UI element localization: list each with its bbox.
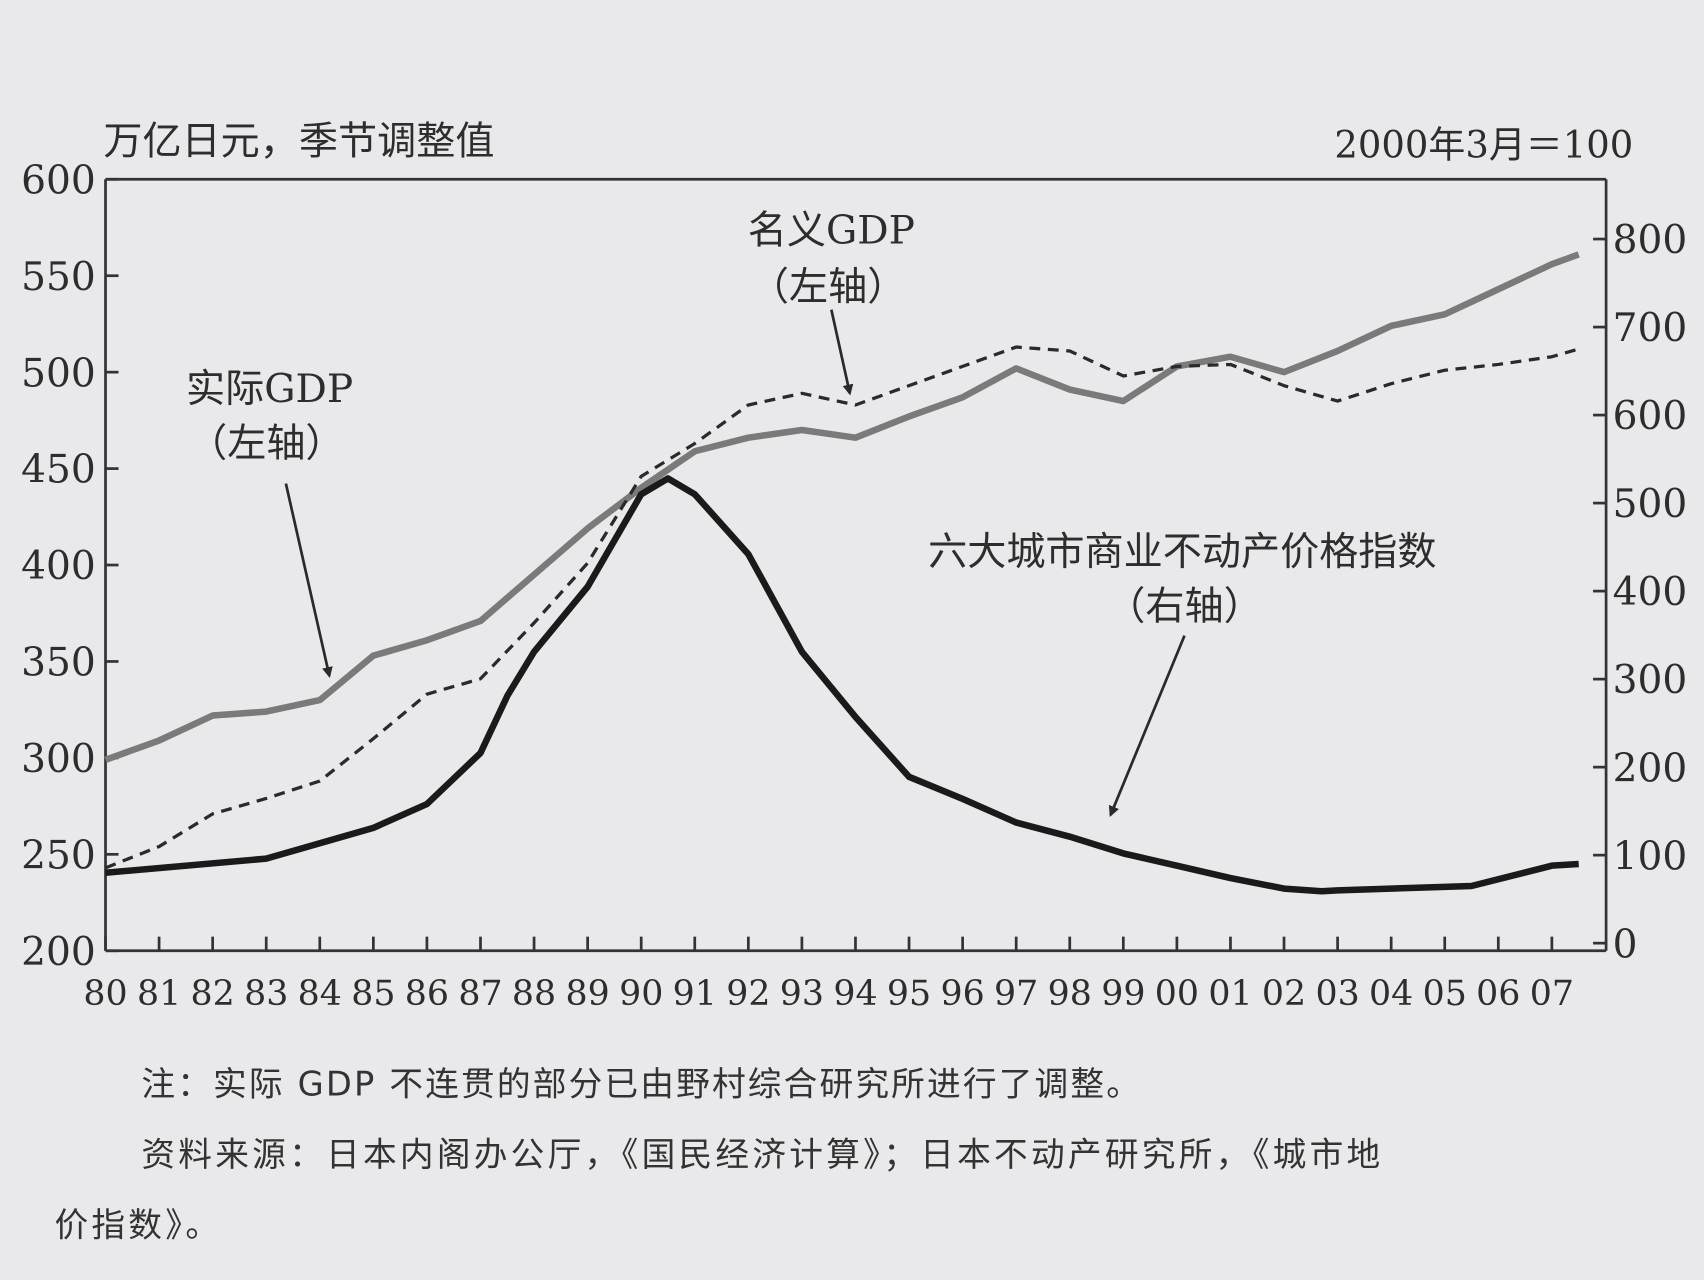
left-tick-label: 250 — [21, 833, 96, 878]
arrow-real-gdp — [284, 483, 333, 678]
series-group — [104, 251, 1580, 895]
x-tick-label: 06 — [1476, 974, 1520, 1014]
right-tick-label: 200 — [1613, 746, 1688, 791]
x-tick-label: 05 — [1423, 974, 1467, 1014]
x-tick-label: 99 — [1101, 974, 1145, 1014]
x-tick-label: 89 — [566, 974, 610, 1014]
left-tick-label: 500 — [21, 351, 96, 396]
x-tick-label: 97 — [994, 974, 1038, 1014]
label-real-gdp-axis: （左轴） — [188, 421, 344, 466]
x-tick-label: 82 — [191, 974, 235, 1014]
x-tick-label: 01 — [1208, 974, 1252, 1014]
x-tick-label: 92 — [726, 974, 770, 1014]
x-tick-label: 93 — [780, 974, 824, 1014]
right-tick-label: 700 — [1613, 306, 1688, 351]
arrow-price-index — [1108, 635, 1186, 817]
x-tick-label: 95 — [887, 974, 931, 1014]
arrow-nominal-gdp — [830, 309, 854, 396]
label-nominal-gdp-axis: （左轴） — [750, 265, 906, 310]
x-tick-label: 04 — [1369, 974, 1413, 1014]
label-price-index-axis: （右轴） — [1106, 584, 1262, 629]
x-tick-label: 80 — [83, 974, 127, 1014]
right-axis-label: 2000年3月＝100 — [1334, 124, 1633, 167]
right-tick-label: 800 — [1613, 218, 1688, 263]
source-line-1: 资料来源：日本内阁办公厅，《国民经济计算》；日本不动产研究所，《城市地 — [141, 1135, 1383, 1174]
x-axis: 80 81 82 83 84 85 86 87 88 89 90 91 92 93 94 95 96 97 98 99… — [83, 936, 1574, 1014]
left-tick-label: 350 — [21, 641, 96, 686]
x-tick-label: 83 — [244, 974, 288, 1014]
left-tick-label: 400 — [21, 544, 96, 589]
note-text: 注：实际 GDP 不连贯的部分已由野村综合研究所进行了调整。 — [141, 1064, 1142, 1103]
label-nominal-gdp: 名义GDP — [748, 208, 915, 253]
series-price-index — [105, 475, 1579, 895]
left-tick-label: 450 — [21, 448, 96, 493]
x-tick-label: 87 — [458, 974, 502, 1014]
x-tick-label: 84 — [298, 974, 342, 1014]
right-tick-label: 500 — [1613, 482, 1688, 527]
series-real-gdp — [104, 251, 1580, 763]
left-tick-label: 300 — [21, 737, 96, 782]
left-tick-label: 600 — [21, 158, 96, 203]
right-tick-label: 600 — [1613, 394, 1688, 439]
x-tick-label: 07 — [1530, 974, 1574, 1014]
right-tick-label: 300 — [1613, 658, 1688, 703]
x-tick-label: 91 — [673, 974, 717, 1014]
x-tick-label: 02 — [1262, 974, 1306, 1014]
x-tick-label: 86 — [405, 974, 449, 1014]
x-tick-label: 96 — [940, 974, 984, 1014]
x-tick-label: 00 — [1155, 974, 1199, 1014]
x-tick-label: 85 — [351, 974, 395, 1014]
left-axis: 600 550 500 450 400 350 300 250 200 — [21, 158, 119, 975]
right-tick-label: 0 — [1613, 922, 1638, 967]
x-tick-label: 94 — [833, 974, 877, 1014]
label-price-index: 六大城市商业不动产价格指数 — [928, 530, 1436, 575]
left-tick-label: 200 — [21, 930, 96, 975]
x-tick-label: 03 — [1315, 974, 1359, 1014]
left-axis-label: 万亿日元，季节调整值 — [103, 119, 494, 164]
x-tick-label: 81 — [137, 974, 181, 1014]
x-tick-label: 98 — [1048, 974, 1092, 1014]
right-tick-label: 400 — [1613, 570, 1688, 615]
right-axis: 800 700 600 500 400 300 200 100 0 — [1593, 218, 1687, 967]
label-real-gdp: 实际GDP — [186, 367, 353, 412]
right-tick-label: 100 — [1613, 834, 1688, 879]
x-tick-label: 90 — [619, 974, 663, 1014]
x-tick-label: 88 — [512, 974, 556, 1014]
left-tick-label: 550 — [21, 255, 96, 300]
source-line-2: 价指数》。 — [54, 1206, 222, 1245]
